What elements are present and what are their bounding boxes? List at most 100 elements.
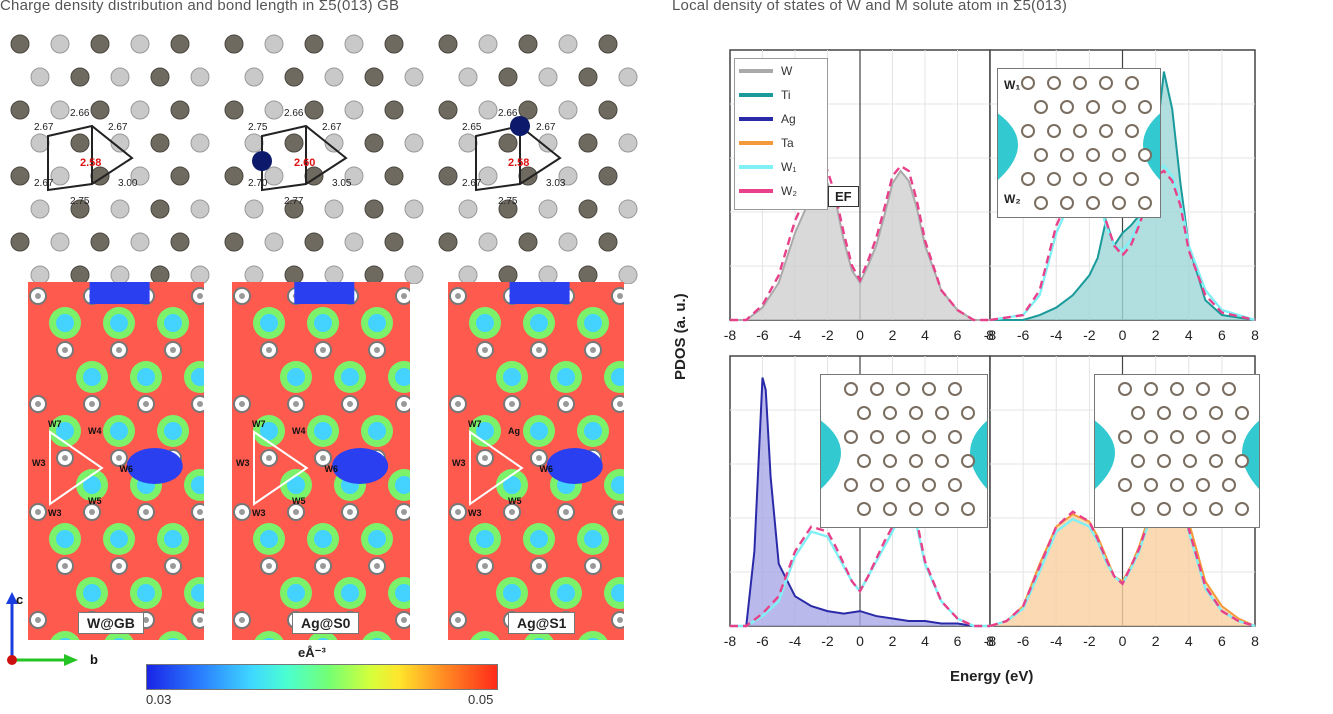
lattice-atom [50, 166, 70, 186]
lattice-atom [344, 232, 364, 252]
density-core [533, 638, 545, 640]
density-core [371, 638, 383, 640]
x-tick-label: -8 [984, 633, 997, 649]
map-atom-core [197, 509, 203, 515]
atom-tag: W3 [32, 458, 46, 468]
x-tick-label: 4 [921, 327, 929, 343]
legend-swatch [739, 189, 773, 193]
x-tick-label: -4 [1050, 327, 1063, 343]
pdos-legend: W Ti Ag Ta W₁ W₂ [734, 58, 828, 210]
inset-atom [1209, 454, 1223, 468]
isosurface-right [970, 420, 987, 489]
inset-atom [1125, 172, 1139, 186]
lattice-atom [10, 34, 30, 54]
lattice-atom [478, 166, 498, 186]
charge-map-ag-s1-svg: W7 Ag W3 W6 W5 W3 [448, 282, 624, 640]
atom-tag: W3 [236, 458, 250, 468]
lattice-atom [70, 67, 90, 87]
inset-atom [1125, 124, 1139, 138]
x-tick-label: -4 [789, 327, 802, 343]
inset-atom [1222, 382, 1236, 396]
top-depletion-region [294, 282, 355, 304]
map-atom-core [197, 401, 203, 407]
gb-depletion-region [126, 448, 183, 484]
lattice-atom [10, 232, 30, 252]
x-tick-label: 8 [986, 633, 994, 649]
inset-atom [909, 454, 923, 468]
map-atom-core [170, 563, 176, 569]
lattice-atom [498, 265, 518, 284]
map-atom-core [320, 347, 326, 353]
gb-triangle [469, 430, 524, 506]
density-core [83, 368, 101, 386]
lattice-atom [304, 34, 324, 54]
bond-length-label: 2.67 [34, 178, 54, 189]
pdos-series-line [989, 459, 1256, 628]
inset-w1-label: W₁ [1004, 78, 1021, 92]
atom-tag: W5 [292, 496, 306, 506]
inset-atom [844, 478, 858, 492]
bond-length-label: 2.65 [462, 122, 482, 133]
pdos-area [730, 377, 990, 626]
density-core [191, 584, 204, 602]
lattice-atom [478, 34, 498, 54]
charge-map-ag-s0: W7 W4 W3 W6 W5 W3 [232, 282, 410, 640]
right-figure-title: Local density of states of W and M solut… [672, 0, 1068, 14]
x-tick-label: -6 [1017, 327, 1030, 343]
map-atom-core [62, 455, 68, 461]
map-atom-core [347, 401, 353, 407]
lattice-atom [304, 100, 324, 120]
inset-atom [1060, 196, 1074, 210]
legend-swatch [739, 165, 773, 169]
density-core [56, 530, 74, 548]
x-tick-label: -8 [724, 633, 737, 649]
density-core [314, 422, 332, 440]
density-core [476, 314, 494, 332]
map-atom-core [401, 617, 407, 623]
inset-atom [896, 382, 910, 396]
density-core [110, 422, 128, 440]
lattice-atom [170, 100, 190, 120]
inset-atom [1131, 406, 1145, 420]
lattice-atom [170, 166, 190, 186]
inset-atom [961, 454, 975, 468]
lattice-atom [324, 133, 344, 153]
lattice-atom [90, 34, 110, 54]
x-tick-label: -8 [984, 327, 997, 343]
lattice-atom [224, 166, 244, 186]
legend-swatch [739, 69, 773, 73]
map-atom-core [536, 563, 542, 569]
density-core [83, 476, 101, 494]
fermi-level-label: EF [828, 186, 859, 207]
density-core [287, 368, 305, 386]
density-core [395, 584, 410, 602]
lattice-atom [170, 34, 190, 54]
density-core [584, 422, 602, 440]
atom-tag: W5 [88, 496, 102, 506]
density-core [611, 584, 624, 602]
bond-length-label: 2.66 [284, 108, 304, 119]
inset-atom [857, 502, 871, 516]
map-atom-core [35, 617, 41, 623]
inset-atom [1086, 148, 1100, 162]
lattice-atom [50, 100, 70, 120]
inset-atom [857, 406, 871, 420]
lattice-atom [244, 199, 264, 219]
lattice-atom [404, 265, 424, 284]
lattice-atom [598, 232, 618, 252]
lattice-atom [244, 265, 264, 284]
inset-atom [1183, 406, 1197, 420]
lattice-atom [518, 34, 538, 54]
inset-atom [1157, 502, 1171, 516]
lattice-atom [478, 232, 498, 252]
bond-length-label: 2.66 [70, 108, 90, 119]
lattice-atom [224, 34, 244, 54]
lattice-atom [404, 199, 424, 219]
pdos-series-line [989, 457, 1256, 628]
map-atom-core [143, 509, 149, 515]
density-core [503, 476, 521, 494]
x-tick-label: 0 [856, 327, 864, 343]
map-atom-core [170, 347, 176, 353]
atom-tag: W7 [468, 419, 482, 429]
lattice-atom [30, 199, 50, 219]
